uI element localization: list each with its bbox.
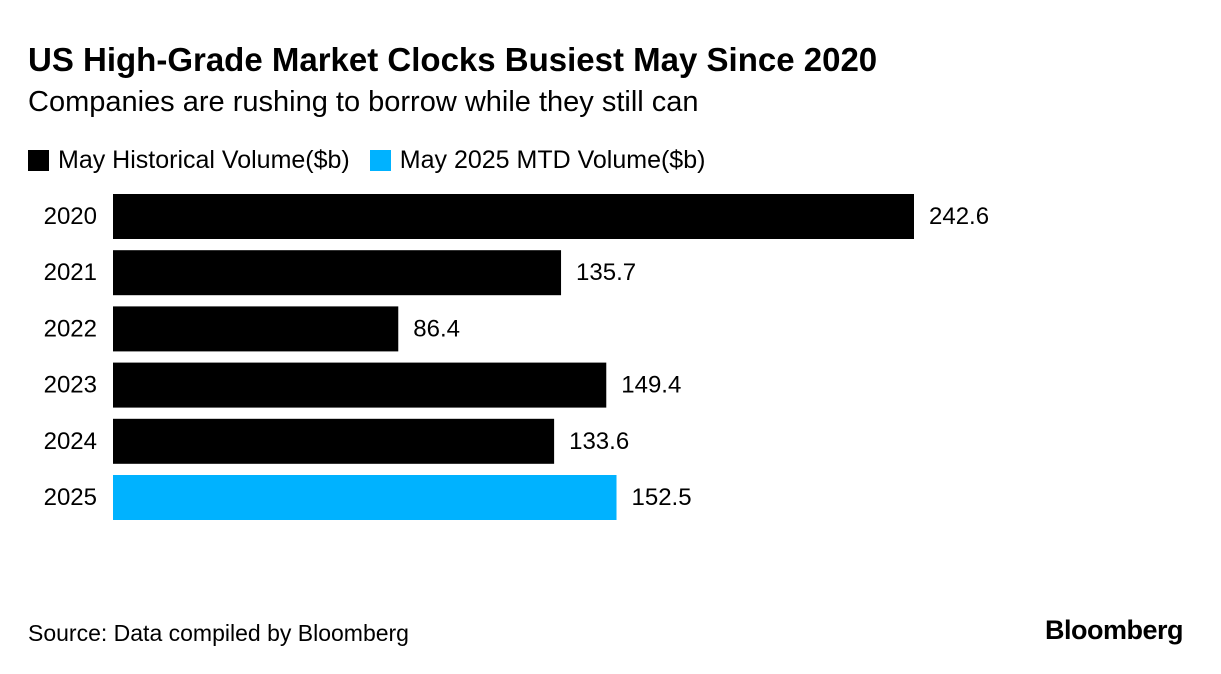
bar-2022 [113, 306, 399, 352]
category-label-2021: 2021 [44, 259, 97, 286]
value-label-2024: 133.6 [569, 428, 629, 455]
chart-title: US High-Grade Market Clocks Busiest May … [28, 41, 878, 78]
legend-item-2025-mtd: May 2025 MTD Volume($b) [369, 145, 706, 175]
chart-subtitle: Companies are rushing to borrow while th… [28, 86, 699, 118]
source-note: Source: Data compiled by Bloomberg [28, 620, 409, 646]
category-label-2022: 2022 [44, 315, 97, 342]
value-label-2022: 86.4 [413, 315, 460, 342]
category-label-2024: 2024 [44, 428, 97, 455]
legend-swatch-historical [28, 149, 49, 171]
legend-label-historical: May Historical Volume($b) [58, 145, 350, 174]
value-label-2021: 135.7 [576, 259, 636, 286]
chart-legend: May Historical Volume($b) May 2025 MTD V… [28, 142, 725, 178]
bloomberg-logo: Bloomberg [1044, 615, 1184, 645]
legend-item-historical: May Historical Volume($b) [28, 146, 350, 175]
bar-2020 [113, 194, 914, 239]
value-label-2023: 149.4 [621, 372, 681, 399]
bar-2023 [113, 362, 607, 408]
bar-2021 [113, 250, 562, 296]
category-label-2025: 2025 [44, 484, 97, 511]
value-label-2025: 152.5 [632, 484, 692, 511]
legend-label-2025-mtd: May 2025 MTD Volume($b) [399, 145, 706, 174]
legend-swatch-2025-mtd [369, 149, 391, 171]
category-label-2020: 2020 [44, 203, 97, 230]
bar-2024 [113, 418, 555, 464]
bar-2025 [113, 475, 617, 520]
value-label-2020: 242.6 [929, 203, 989, 230]
category-label-2023: 2023 [44, 372, 97, 399]
